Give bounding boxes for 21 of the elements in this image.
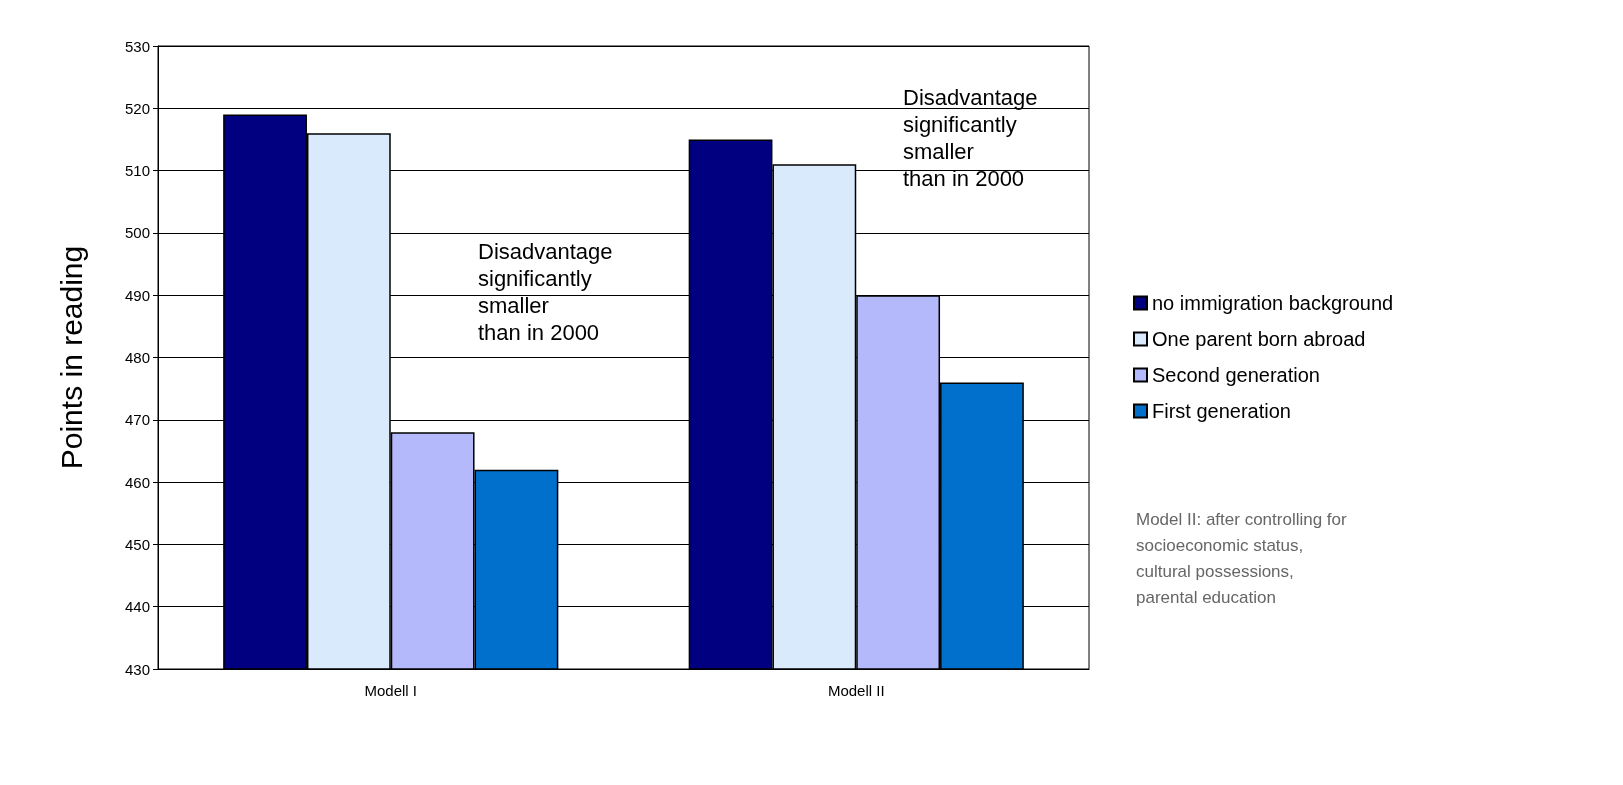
x-tick-label: Modell I — [364, 682, 418, 699]
legend-label: One parent born abroad — [1152, 328, 1366, 350]
y-tick-label: 470 — [124, 411, 150, 429]
legend-label: First generation — [1152, 400, 1291, 422]
y-tick-label: 510 — [124, 162, 150, 180]
text: Model II: after controlling for socioeconomic status, cultural possessions, parental education — [1136, 509, 1348, 607]
annotation: Disadvantage significantly smaller than in 2000 — [478, 238, 613, 345]
y-axis-title: Points in reading — [54, 245, 88, 470]
y-tick-label: 530 — [124, 37, 150, 55]
legend-label: no immigration background — [1152, 292, 1394, 314]
y-tick-label: 430 — [124, 660, 150, 678]
y-tick-label: 460 — [124, 473, 150, 491]
legend-label: Second generation — [1152, 364, 1320, 386]
y-tick-label: 490 — [124, 286, 150, 304]
y-tick-label: 520 — [124, 99, 150, 117]
y-tick-label: 450 — [124, 535, 150, 553]
y-tick-label: 440 — [124, 598, 150, 616]
annotation: Disadvantage significantly smaller than in 2000 — [903, 85, 1038, 192]
y-tick-label: 500 — [124, 224, 150, 242]
y-tick-label: 480 — [124, 349, 150, 366]
x-tick-label: Modell II — [827, 682, 885, 699]
